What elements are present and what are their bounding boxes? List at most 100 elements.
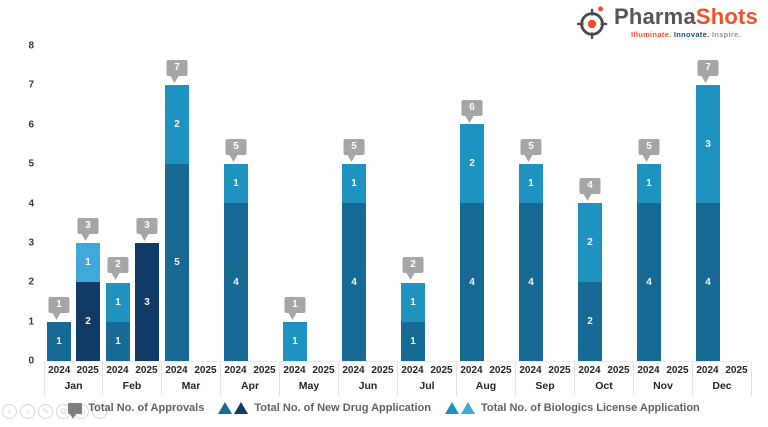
nda-segment-sep-2024[interactable]: 4 bbox=[519, 203, 543, 361]
y-tick-6: 6 bbox=[28, 119, 34, 131]
year-label-aug-2025: 2025 bbox=[489, 365, 512, 376]
nda-segment-mar-2024[interactable]: 5 bbox=[165, 164, 189, 361]
brand-name: PharmaShots bbox=[613, 4, 758, 29]
nda-segment-aug-2024[interactable]: 4 bbox=[460, 203, 484, 361]
year-labels-oct: 2024 2025 bbox=[575, 365, 633, 376]
year-label-nov-2024: 2024 bbox=[637, 365, 660, 376]
axis-cell-apr: 2024 2025 Apr bbox=[221, 361, 280, 396]
bla-segment-apr-2024[interactable]: 1 bbox=[224, 164, 248, 203]
bla-segment-sep-2024[interactable]: 1 bbox=[519, 164, 543, 203]
bla-segment-jun-2024[interactable]: 1 bbox=[342, 164, 366, 203]
year-label-feb-2025: 2025 bbox=[135, 365, 158, 376]
edit-button[interactable]: ✎ bbox=[38, 404, 53, 419]
year-label-aug-2024: 2024 bbox=[460, 365, 483, 376]
nda-segment-oct-2024[interactable]: 2 bbox=[578, 282, 602, 361]
bla-segment-aug-2024[interactable]: 2 bbox=[460, 124, 484, 203]
legend-item-bla[interactable]: Total No. of Biologics License Applicati… bbox=[444, 402, 700, 414]
nda-segment-nov-2024[interactable]: 4 bbox=[637, 203, 661, 361]
stacked-bar-feb-2025[interactable]: 3 bbox=[135, 243, 159, 361]
nda-2025-triangle-icon bbox=[234, 402, 249, 414]
nda-segment-jul-2024[interactable]: 1 bbox=[401, 322, 425, 361]
bar-slot-apr-2025 bbox=[253, 46, 277, 361]
nda-segment-feb-2025[interactable]: 3 bbox=[135, 243, 159, 361]
stacked-bar-jan-2024[interactable]: 1 bbox=[47, 322, 71, 361]
previous-button[interactable]: ‹ bbox=[2, 404, 17, 419]
nda-segment-jan-2025[interactable]: 2 bbox=[76, 282, 100, 361]
year-labels-apr: 2024 2025 bbox=[221, 365, 279, 376]
year-labels-sep: 2024 2025 bbox=[516, 365, 574, 376]
total-callout-feb-2024: 2 bbox=[107, 257, 129, 280]
bar-slot-sep-2025 bbox=[548, 46, 572, 361]
month-label-aug: Aug bbox=[475, 380, 497, 392]
legend-item-nda[interactable]: Total No. of New Drug Application bbox=[218, 402, 431, 414]
total-callout-jul-2024: 2 bbox=[402, 257, 424, 280]
total-callout-mar-2024: 7 bbox=[166, 60, 188, 83]
year-labels-jan: 2024 2025 bbox=[45, 365, 102, 376]
bla-segment-mar-2024[interactable]: 2 bbox=[165, 85, 189, 164]
year-label-mar-2024: 2024 bbox=[165, 365, 188, 376]
total-callout-may-2024: 1 bbox=[284, 297, 306, 320]
total-callout-apr-2024: 5 bbox=[225, 139, 247, 162]
year-label-jan-2025: 2025 bbox=[76, 365, 99, 376]
month-label-jan: Jan bbox=[64, 380, 83, 392]
month-label-jul: Jul bbox=[419, 380, 435, 392]
stacked-bar-may-2024[interactable]: 1 bbox=[283, 322, 307, 361]
nda-segment-feb-2024[interactable]: 1 bbox=[106, 322, 130, 361]
plot-area: 1 1 3 1 2 2024 2025 Jan 2 1 1 3 3 2024 2025 Feb 7 2 5 2024 2… bbox=[44, 46, 758, 396]
bar-slot-mar-2025 bbox=[194, 46, 218, 361]
nda-segment-dec-2024[interactable]: 4 bbox=[696, 203, 720, 361]
total-callout-jan-2024: 1 bbox=[48, 297, 70, 320]
axis-cell-feb: 2024 2025 Feb bbox=[103, 361, 162, 396]
year-label-oct-2025: 2025 bbox=[607, 365, 630, 376]
more-button[interactable]: ⋯ bbox=[92, 404, 107, 419]
bla-segment-nov-2024[interactable]: 1 bbox=[637, 164, 661, 203]
y-tick-1: 1 bbox=[28, 316, 34, 328]
axis-cell-jan: 2024 2025 Jan bbox=[44, 361, 103, 396]
nda-segment-jan-2024[interactable]: 1 bbox=[47, 322, 71, 361]
nda-segment-apr-2024[interactable]: 4 bbox=[224, 203, 248, 361]
nda-segment-jun-2024[interactable]: 4 bbox=[342, 203, 366, 361]
month-group-oct: 4 2 2 2024 2025 Oct bbox=[575, 46, 634, 396]
bla-segment-feb-2024[interactable]: 1 bbox=[106, 283, 130, 322]
next-button[interactable]: › bbox=[20, 404, 35, 419]
month-group-sep: 5 1 4 2024 2025 Sep bbox=[516, 46, 575, 396]
month-group-jul: 2 1 1 2024 2025 Jul bbox=[398, 46, 457, 396]
axis-cell-nov: 2024 2025 Nov bbox=[634, 361, 693, 396]
year-label-jan-2024: 2024 bbox=[48, 365, 71, 376]
bla-segment-may-2024[interactable]: 1 bbox=[283, 322, 307, 361]
y-tick-4: 4 bbox=[28, 198, 34, 209]
bar-slot-oct-2025 bbox=[607, 46, 631, 361]
bar-slot-may-2025 bbox=[312, 46, 336, 361]
month-label-may: May bbox=[298, 380, 320, 392]
month-group-jun: 5 1 4 2024 2025 Jun bbox=[339, 46, 398, 396]
bla-segment-jul-2024[interactable]: 1 bbox=[401, 283, 425, 322]
legend-item-approvals[interactable]: Total No. of Approvals bbox=[68, 402, 204, 419]
axis-cell-dec: 2024 2025 Dec bbox=[693, 361, 752, 396]
bla-segment-oct-2024[interactable]: 2 bbox=[578, 203, 602, 282]
bla-segment-jan-2025[interactable]: 1 bbox=[76, 243, 100, 282]
axis-cell-sep: 2024 2025 Sep bbox=[516, 361, 575, 396]
axis-cell-aug: 2024 2025 Aug bbox=[457, 361, 516, 396]
year-label-jul-2024: 2024 bbox=[401, 365, 424, 376]
bla-segment-dec-2024[interactable]: 3 bbox=[696, 85, 720, 203]
